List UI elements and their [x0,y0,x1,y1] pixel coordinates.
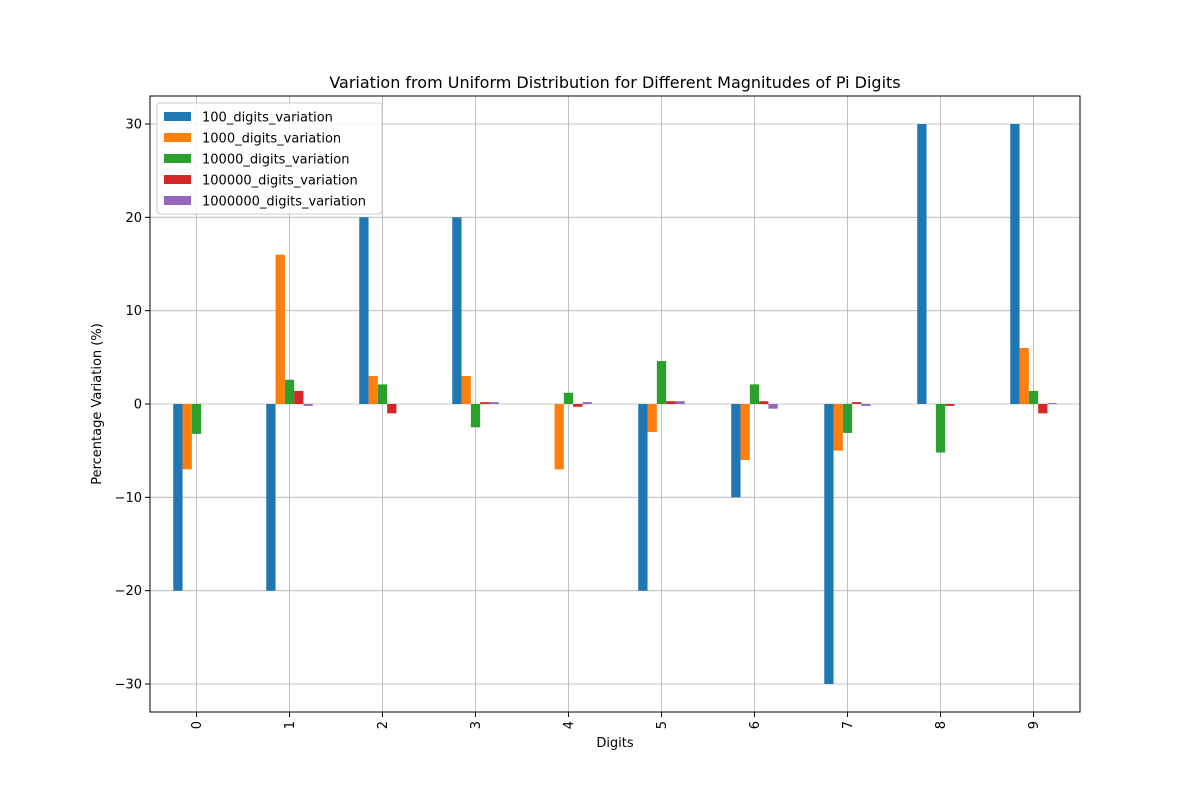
bar [861,404,871,406]
legend-swatch [164,112,191,121]
bar [294,390,304,404]
legend-label: 100_digits_variation [202,111,333,126]
bar [647,404,657,432]
bar [284,379,295,404]
bar [266,404,276,591]
y-tick-label: 10 [125,304,142,319]
legend-label: 100000_digits_variation [202,174,358,189]
legend-swatch [164,133,191,142]
x-tick-label: 3 [469,721,484,729]
bar [656,361,667,404]
bar [461,376,471,404]
bar [740,404,750,460]
y-axis-label: Percentage Variation (%) [90,323,105,485]
chart-title: Variation from Uniform Distribution for … [329,73,900,92]
bar [935,404,946,453]
x-tick-label: 1 [283,721,298,729]
bar [1019,348,1029,404]
bar [945,404,955,406]
bar [480,402,490,404]
bar [675,401,685,404]
bar [749,384,760,404]
x-tick-label: 7 [841,721,856,729]
bar [182,404,192,470]
bar [191,404,202,434]
bar [824,404,834,684]
bar [377,384,388,404]
bar [842,404,853,433]
bar [489,402,499,404]
x-tick-label: 9 [1027,721,1042,729]
bar [759,401,769,404]
bar [573,404,583,407]
bar [666,401,676,404]
bar [359,217,369,404]
bars [173,124,1057,684]
x-tick-label: 2 [376,721,391,729]
y-tick-label: −20 [115,584,142,599]
bar [638,404,648,591]
x-tick-label: 8 [934,721,949,729]
legend-label: 1000_digits_variation [202,132,341,147]
x-tick-label: 4 [562,721,577,729]
bar [1038,404,1048,414]
legend: 100_digits_variation 1000_digits_variatio… [156,102,383,215]
x-axis-label: Digits [596,736,634,751]
y-tick-label: −30 [115,678,142,693]
bar [452,217,462,404]
bar [303,404,313,406]
x-tick-label: 5 [655,721,670,729]
bar [1047,403,1057,404]
legend-swatch [164,175,191,184]
bar [1028,390,1039,404]
bar [917,124,927,404]
legend-swatch [164,196,191,205]
bar [470,404,481,428]
bar [173,404,183,591]
y-tick-label: 20 [125,211,142,226]
bar [368,376,378,404]
bar [563,392,574,404]
y-axis: −30 −20 −10 0 10 20 30 [115,118,150,693]
bar [275,254,285,404]
bar [554,404,564,470]
bar [768,404,778,409]
legend-label: 10000_digits_variation [202,153,349,168]
legend-swatch [164,154,191,163]
y-tick-label: 0 [134,398,142,413]
x-tick-label: 0 [190,721,205,729]
x-axis: 0 1 2 3 4 5 6 7 8 9 [190,712,1042,729]
y-tick-label: −10 [115,491,142,506]
bar [852,402,862,404]
legend-label: 1000000_digits_variation [202,195,366,210]
bar [582,402,592,404]
legend-box [156,102,383,215]
y-tick-label: 30 [125,118,142,133]
bar [731,404,741,498]
bar [1010,124,1020,404]
bar [833,404,843,451]
bar [387,404,397,414]
x-tick-label: 6 [748,721,763,729]
